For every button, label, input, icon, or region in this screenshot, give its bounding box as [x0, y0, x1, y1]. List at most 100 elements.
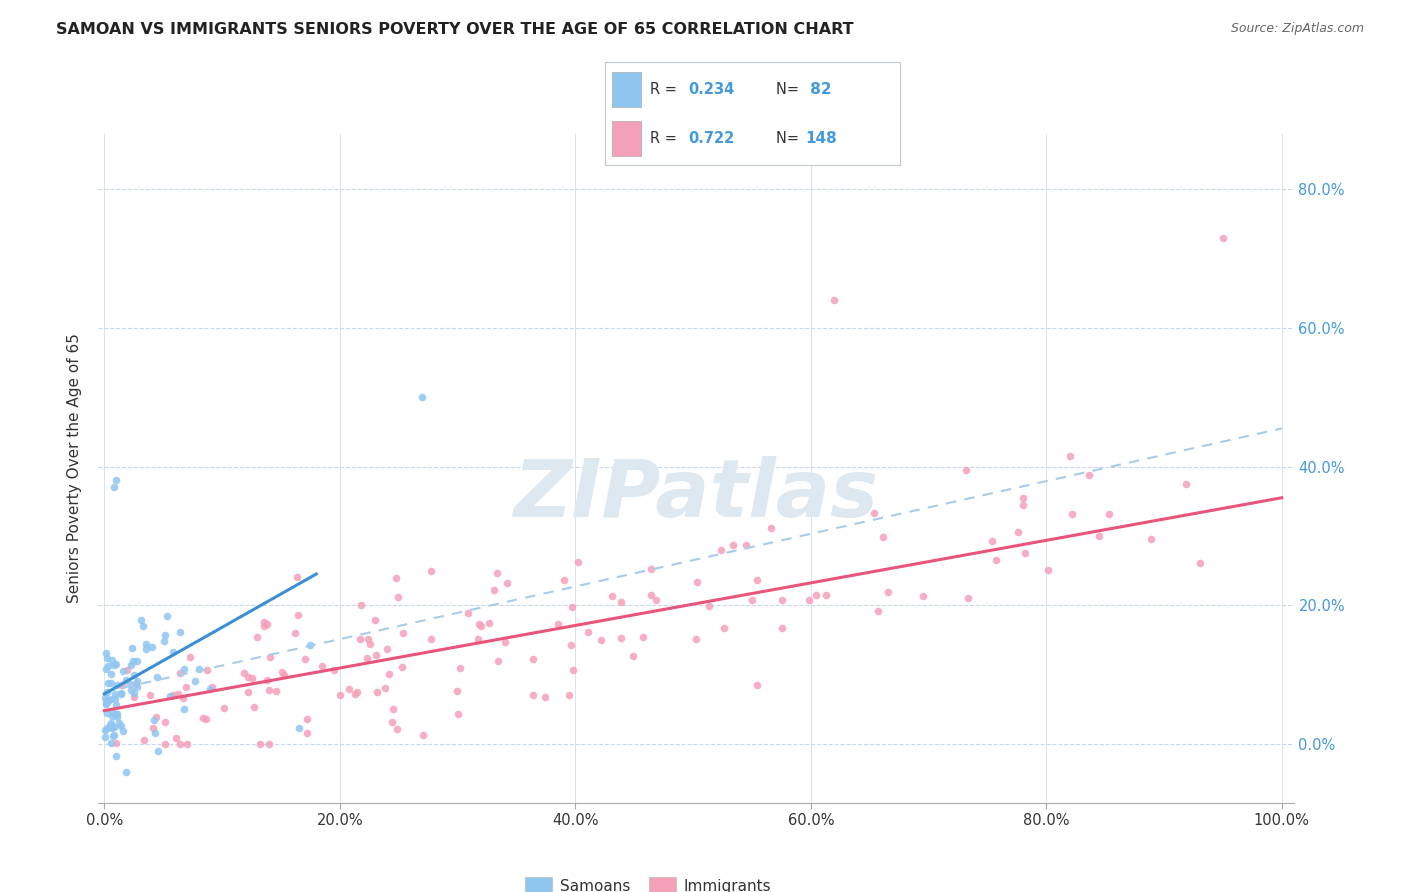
Point [496, 575, 519, 590]
Point [94, 730, 117, 744]
Point [392, 625, 415, 640]
Point [105, 736, 128, 750]
Point [236, 685, 259, 699]
Point [94, 697, 117, 711]
Point [240, 671, 263, 685]
Point [631, 630, 654, 644]
Point [446, 707, 468, 722]
Point [111, 678, 134, 692]
Point [713, 621, 735, 635]
Point [411, 390, 433, 404]
Point [385, 723, 408, 737]
Point [253, 615, 276, 629]
Point [135, 642, 157, 657]
Point [285, 570, 308, 584]
Point [124, 677, 146, 691]
Point [243, 700, 266, 714]
Point [103, 658, 125, 673]
Point [457, 606, 479, 620]
Point [143, 713, 166, 727]
Point [142, 721, 165, 735]
Point [201, 680, 224, 694]
Point [741, 593, 763, 607]
Point [576, 624, 599, 639]
Point [644, 593, 666, 607]
Point [156, 608, 179, 623]
Legend: Samoans, Immigrants: Samoans, Immigrants [519, 871, 778, 892]
Point [621, 649, 644, 664]
Point [295, 726, 318, 740]
Point [1014, 546, 1036, 560]
Point [172, 691, 194, 706]
Point [486, 654, 509, 668]
Point [470, 619, 492, 633]
Point [117, 663, 139, 677]
Point [155, 715, 177, 730]
Point [121, 640, 143, 655]
Point [877, 585, 900, 599]
Point [97, 676, 120, 690]
Point [522, 689, 544, 703]
Point [560, 638, 582, 652]
Point [122, 668, 145, 682]
Point [145, 710, 167, 724]
Point [721, 538, 744, 552]
Point [120, 677, 142, 691]
Point [375, 641, 398, 656]
Point [562, 663, 585, 677]
Point [194, 713, 217, 727]
Point [191, 711, 214, 725]
Point [127, 673, 149, 688]
Point [468, 616, 491, 631]
Point [97, 693, 120, 707]
Point [745, 573, 768, 587]
Point [385, 571, 408, 585]
Point [141, 640, 163, 655]
Point [299, 638, 322, 652]
Point [1007, 524, 1029, 539]
Text: 148: 148 [806, 131, 837, 146]
Point [115, 765, 138, 780]
Point [797, 593, 820, 607]
Point [770, 621, 793, 635]
Point [96, 706, 118, 720]
Point [364, 648, 387, 663]
Point [101, 706, 124, 720]
Point [105, 710, 128, 724]
Point [94, 646, 117, 660]
Point [134, 733, 156, 747]
Point [567, 555, 589, 569]
Point [1088, 528, 1111, 542]
Text: R =: R = [651, 81, 682, 96]
Point [103, 720, 125, 734]
Point [120, 683, 142, 698]
Text: 0.722: 0.722 [689, 131, 735, 146]
Point [104, 748, 127, 763]
Point [238, 670, 260, 684]
Point [446, 684, 468, 698]
Point [482, 582, 505, 597]
Point [96, 685, 118, 699]
Point [122, 686, 145, 700]
Point [97, 658, 120, 673]
Point [96, 721, 118, 735]
Point [115, 673, 138, 688]
Point [98, 717, 121, 731]
Point [105, 678, 128, 692]
Point [359, 637, 381, 651]
Point [1011, 491, 1033, 505]
Point [167, 687, 190, 701]
Point [110, 719, 132, 733]
Point [112, 664, 135, 678]
Point [103, 480, 125, 494]
Point [179, 650, 201, 665]
Point [105, 707, 128, 722]
Point [256, 616, 278, 631]
Point [412, 728, 434, 742]
Point [378, 667, 401, 681]
Point [364, 613, 387, 627]
Point [344, 688, 367, 702]
Point [162, 645, 184, 659]
Point [139, 688, 162, 702]
Point [271, 665, 294, 680]
